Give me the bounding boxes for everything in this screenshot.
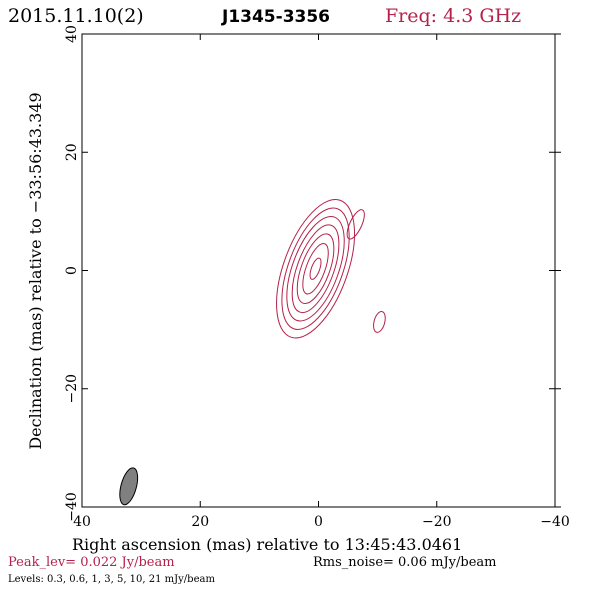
beam-ellipse <box>119 467 139 506</box>
x-tick-labels: 40 20 0 −20 −40 <box>73 514 570 530</box>
y-tick-label: 40 <box>64 25 80 43</box>
plot-frame <box>81 33 556 508</box>
y-tick-label: 20 <box>64 143 80 161</box>
contour-level-3 <box>286 215 345 322</box>
contour-component-1 <box>276 199 356 339</box>
x-tick-label: 40 <box>73 514 91 530</box>
contour-components <box>276 199 386 339</box>
contour-level-7 <box>309 257 322 280</box>
y-tick-label: −20 <box>64 374 80 404</box>
contour-level-1 <box>346 209 365 240</box>
frequency-label: Freq: 4.3 GHz <box>385 5 521 27</box>
rms-noise: Rms_noise= 0.06 mJy/beam <box>313 555 496 570</box>
contour-level-2 <box>281 207 350 330</box>
axis-ticks <box>81 33 561 508</box>
source-name: J1345-3356 <box>221 7 330 27</box>
x-tick-label: −40 <box>540 514 570 530</box>
contour-level-1 <box>373 311 386 333</box>
y-tick-label: 0 <box>64 266 80 275</box>
x-tick-label: 20 <box>191 514 209 530</box>
contour-level-6 <box>302 243 329 295</box>
x-axis-label: Right ascension (mas) relative to 13:45:… <box>72 535 462 554</box>
beam-ellipse-group <box>119 467 139 506</box>
contour-component-3 <box>373 311 386 333</box>
y-axis-label: Declination (mas) relative to −33:56:43.… <box>26 92 45 449</box>
contour-component-2 <box>346 209 365 240</box>
y-tick-label: −40 <box>64 492 80 522</box>
obs-date: 2015.11.10(2) <box>8 5 144 27</box>
contour-level-1 <box>276 199 356 339</box>
peak-level: Peak_lev= 0.022 Jy/beam <box>8 555 175 570</box>
contour-level-5 <box>296 233 335 305</box>
contour-levels: Levels: 0.3, 0.6, 1, 3, 5, 10, 21 mJy/be… <box>8 574 215 585</box>
x-tick-label: −20 <box>422 514 452 530</box>
contour-level-4 <box>291 224 340 314</box>
y-tick-labels: −40 −20 0 20 40 <box>64 25 80 522</box>
x-tick-label: 0 <box>314 514 323 530</box>
